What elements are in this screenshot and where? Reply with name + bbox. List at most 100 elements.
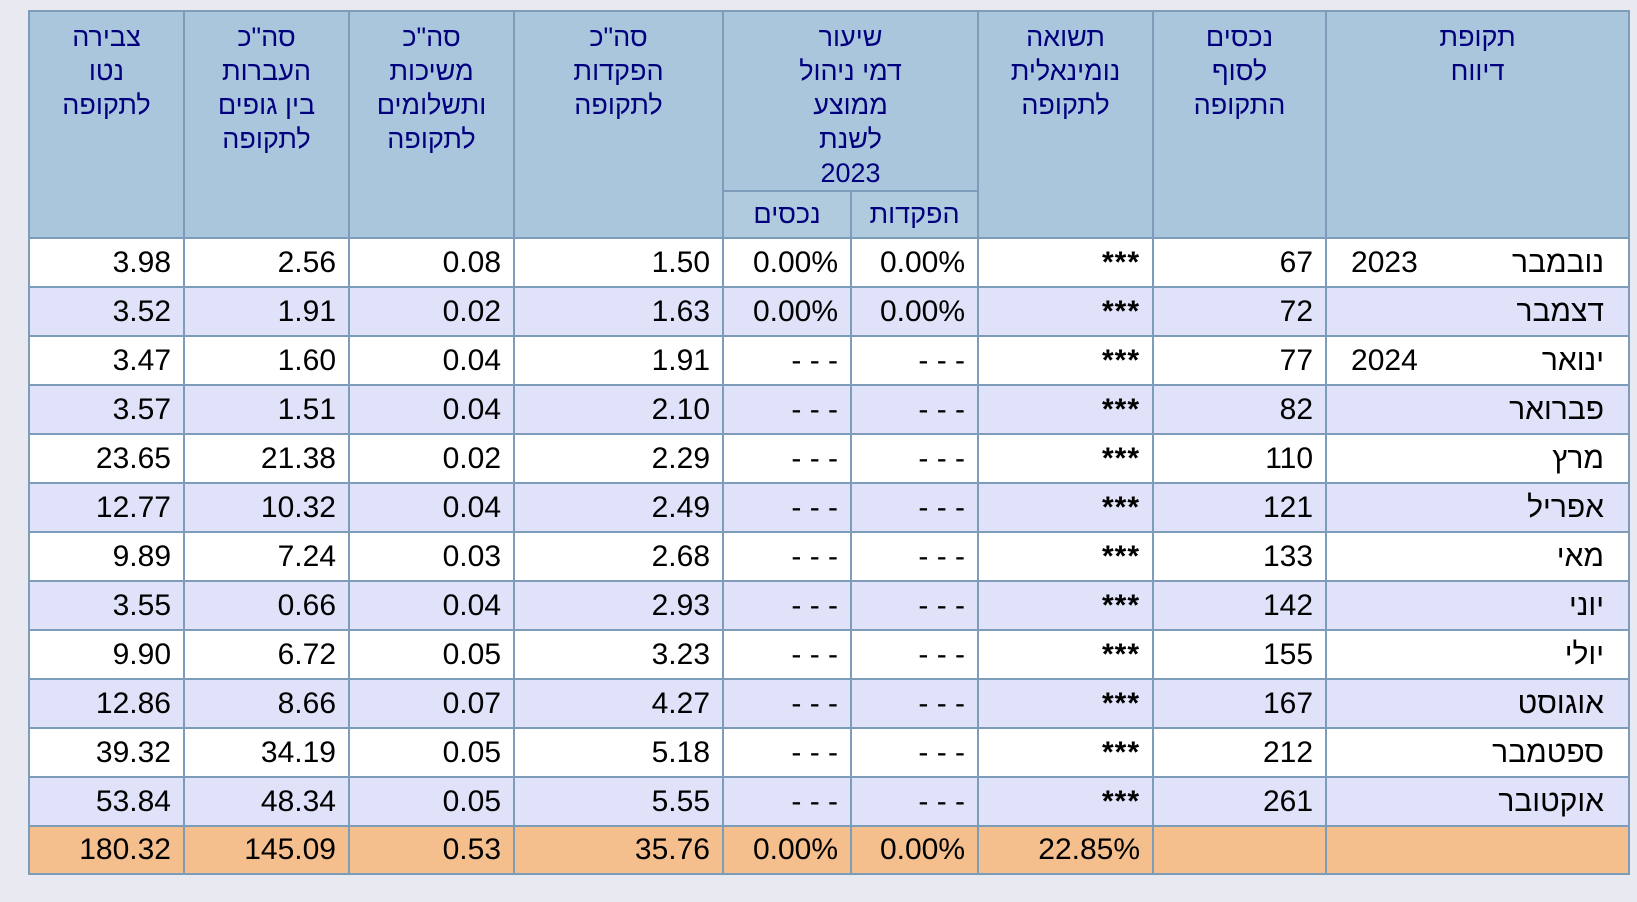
fee-assets-cell: 0.00% (721, 286, 853, 337)
withdrawals-cell: 0.05 (348, 727, 515, 778)
transfers-cell: 7.24 (183, 531, 350, 582)
fee-assets-cell: - - - (721, 335, 853, 386)
withdrawals-cell: 0.04 (348, 335, 515, 386)
subcol-header-fee-deposits: הפקדות (850, 190, 980, 239)
assets-cell: 72 (1152, 286, 1328, 337)
transfers-cell: 1.51 (183, 384, 350, 435)
period-cell: ינואר 2024 (1325, 335, 1631, 386)
return-cell: *** (977, 433, 1155, 484)
net-cell: 3.52 (28, 286, 185, 337)
period-cell: אפריל (1325, 482, 1631, 533)
return-cell: *** (977, 531, 1155, 582)
transfers-cell: 8.66 (183, 678, 350, 729)
fee-deposits-cell: - - - (850, 629, 980, 680)
total-transfers-cell: 145.09 (183, 825, 350, 875)
total-row: 22.85% 0.00% 0.00% 35.76 0.53 145.09 180… (28, 825, 1631, 875)
withdrawals-cell: 0.08 (348, 237, 515, 288)
deposits-cell: 2.29 (513, 433, 724, 484)
table-row: יוני 142 *** - - - - - - 2.93 0.04 0.66 … (28, 580, 1631, 631)
period-cell: דצמבר (1325, 286, 1631, 337)
col-header-transfers: סה"כ העברות בין גופים לתקופה (183, 10, 350, 239)
net-cell: 9.89 (28, 531, 185, 582)
month-label: יולי (1564, 637, 1605, 671)
subcol-header-fee-assets: נכסים (721, 190, 853, 239)
month-label: אפריל (1527, 490, 1605, 524)
fee-assets-cell: - - - (721, 678, 853, 729)
net-cell: 39.32 (28, 727, 185, 778)
period-cell: אוקטובר (1325, 776, 1631, 827)
assets-cell: 133 (1152, 531, 1328, 582)
assets-cell: 121 (1152, 482, 1328, 533)
withdrawals-cell: 0.03 (348, 531, 515, 582)
withdrawals-cell: 0.04 (348, 580, 515, 631)
table-row: ספטמבר 212 *** - - - - - - 5.18 0.05 34.… (28, 727, 1631, 778)
table-body: נובמבר 2023 67 *** 0.00% 0.00% 1.50 0.08… (28, 237, 1631, 875)
monthly-report-table: תקופת דיווח נכסים לסוף התקופה תשואה נומי… (28, 10, 1631, 875)
deposits-cell: 2.68 (513, 531, 724, 582)
fee-assets-cell: - - - (721, 384, 853, 435)
month-label: ינואר (1541, 343, 1605, 377)
month-label: יוני (1568, 588, 1605, 622)
withdrawals-cell: 0.05 (348, 776, 515, 827)
return-cell: *** (977, 629, 1155, 680)
total-period-cell (1325, 825, 1631, 875)
period-cell: יוני (1325, 580, 1631, 631)
assets-cell: 82 (1152, 384, 1328, 435)
table-row: יולי 155 *** - - - - - - 3.23 0.05 6.72 … (28, 629, 1631, 680)
transfers-cell: 21.38 (183, 433, 350, 484)
assets-cell: 142 (1152, 580, 1328, 631)
fee-deposits-cell: - - - (850, 580, 980, 631)
deposits-cell: 2.93 (513, 580, 724, 631)
fee-deposits-cell: - - - (850, 433, 980, 484)
table-row: מרץ 110 *** - - - - - - 2.29 0.02 21.38 … (28, 433, 1631, 484)
fee-deposits-cell: - - - (850, 678, 980, 729)
total-fee-deposits-cell: 0.00% (850, 825, 980, 875)
table-row: דצמבר 72 *** 0.00% 0.00% 1.63 0.02 1.91 … (28, 286, 1631, 337)
return-cell: *** (977, 776, 1155, 827)
assets-cell: 261 (1152, 776, 1328, 827)
year-label: 2024 (1351, 343, 1418, 377)
net-cell: 3.47 (28, 335, 185, 386)
return-cell: *** (977, 580, 1155, 631)
withdrawals-cell: 0.02 (348, 433, 515, 484)
fee-deposits-cell: - - - (850, 531, 980, 582)
period-cell: ספטמבר (1325, 727, 1631, 778)
withdrawals-cell: 0.02 (348, 286, 515, 337)
fee-assets-cell: - - - (721, 629, 853, 680)
transfers-cell: 2.56 (183, 237, 350, 288)
month-label: נובמבר (1512, 245, 1605, 279)
return-cell: *** (977, 335, 1155, 386)
withdrawals-cell: 0.04 (348, 384, 515, 435)
assets-cell: 167 (1152, 678, 1328, 729)
total-net-cell: 180.32 (28, 825, 185, 875)
deposits-cell: 2.10 (513, 384, 724, 435)
fee-deposits-cell: 0.00% (850, 237, 980, 288)
net-cell: 3.98 (28, 237, 185, 288)
fee-deposits-cell: 0.00% (850, 286, 980, 337)
fee-assets-cell: - - - (721, 580, 853, 631)
fee-assets-cell: - - - (721, 433, 853, 484)
assets-cell: 212 (1152, 727, 1328, 778)
col-header-mgmt-fee-group: שיעור דמי ניהול ממוצע לשנת 2023 (721, 10, 980, 192)
table-row: אפריל 121 *** - - - - - - 2.49 0.04 10.3… (28, 482, 1631, 533)
net-cell: 53.84 (28, 776, 185, 827)
deposits-cell: 4.27 (513, 678, 724, 729)
period-cell: נובמבר 2023 (1325, 237, 1631, 288)
month-label: מרץ (1552, 441, 1605, 475)
month-label: מאי (1556, 539, 1605, 573)
deposits-cell: 2.49 (513, 482, 724, 533)
col-header-nominal-return: תשואה נומינאלית לתקופה (977, 10, 1155, 239)
return-cell: *** (977, 482, 1155, 533)
month-label: דצמבר (1516, 294, 1605, 328)
month-label: אוקטובר (1498, 784, 1605, 818)
fee-deposits-cell: - - - (850, 482, 980, 533)
deposits-cell: 1.50 (513, 237, 724, 288)
transfers-cell: 0.66 (183, 580, 350, 631)
table-row: נובמבר 2023 67 *** 0.00% 0.00% 1.50 0.08… (28, 237, 1631, 288)
fee-assets-cell: - - - (721, 531, 853, 582)
table-row: פברואר 82 *** - - - - - - 2.10 0.04 1.51… (28, 384, 1631, 435)
deposits-cell: 1.63 (513, 286, 724, 337)
transfers-cell: 48.34 (183, 776, 350, 827)
deposits-cell: 1.91 (513, 335, 724, 386)
return-cell: *** (977, 384, 1155, 435)
